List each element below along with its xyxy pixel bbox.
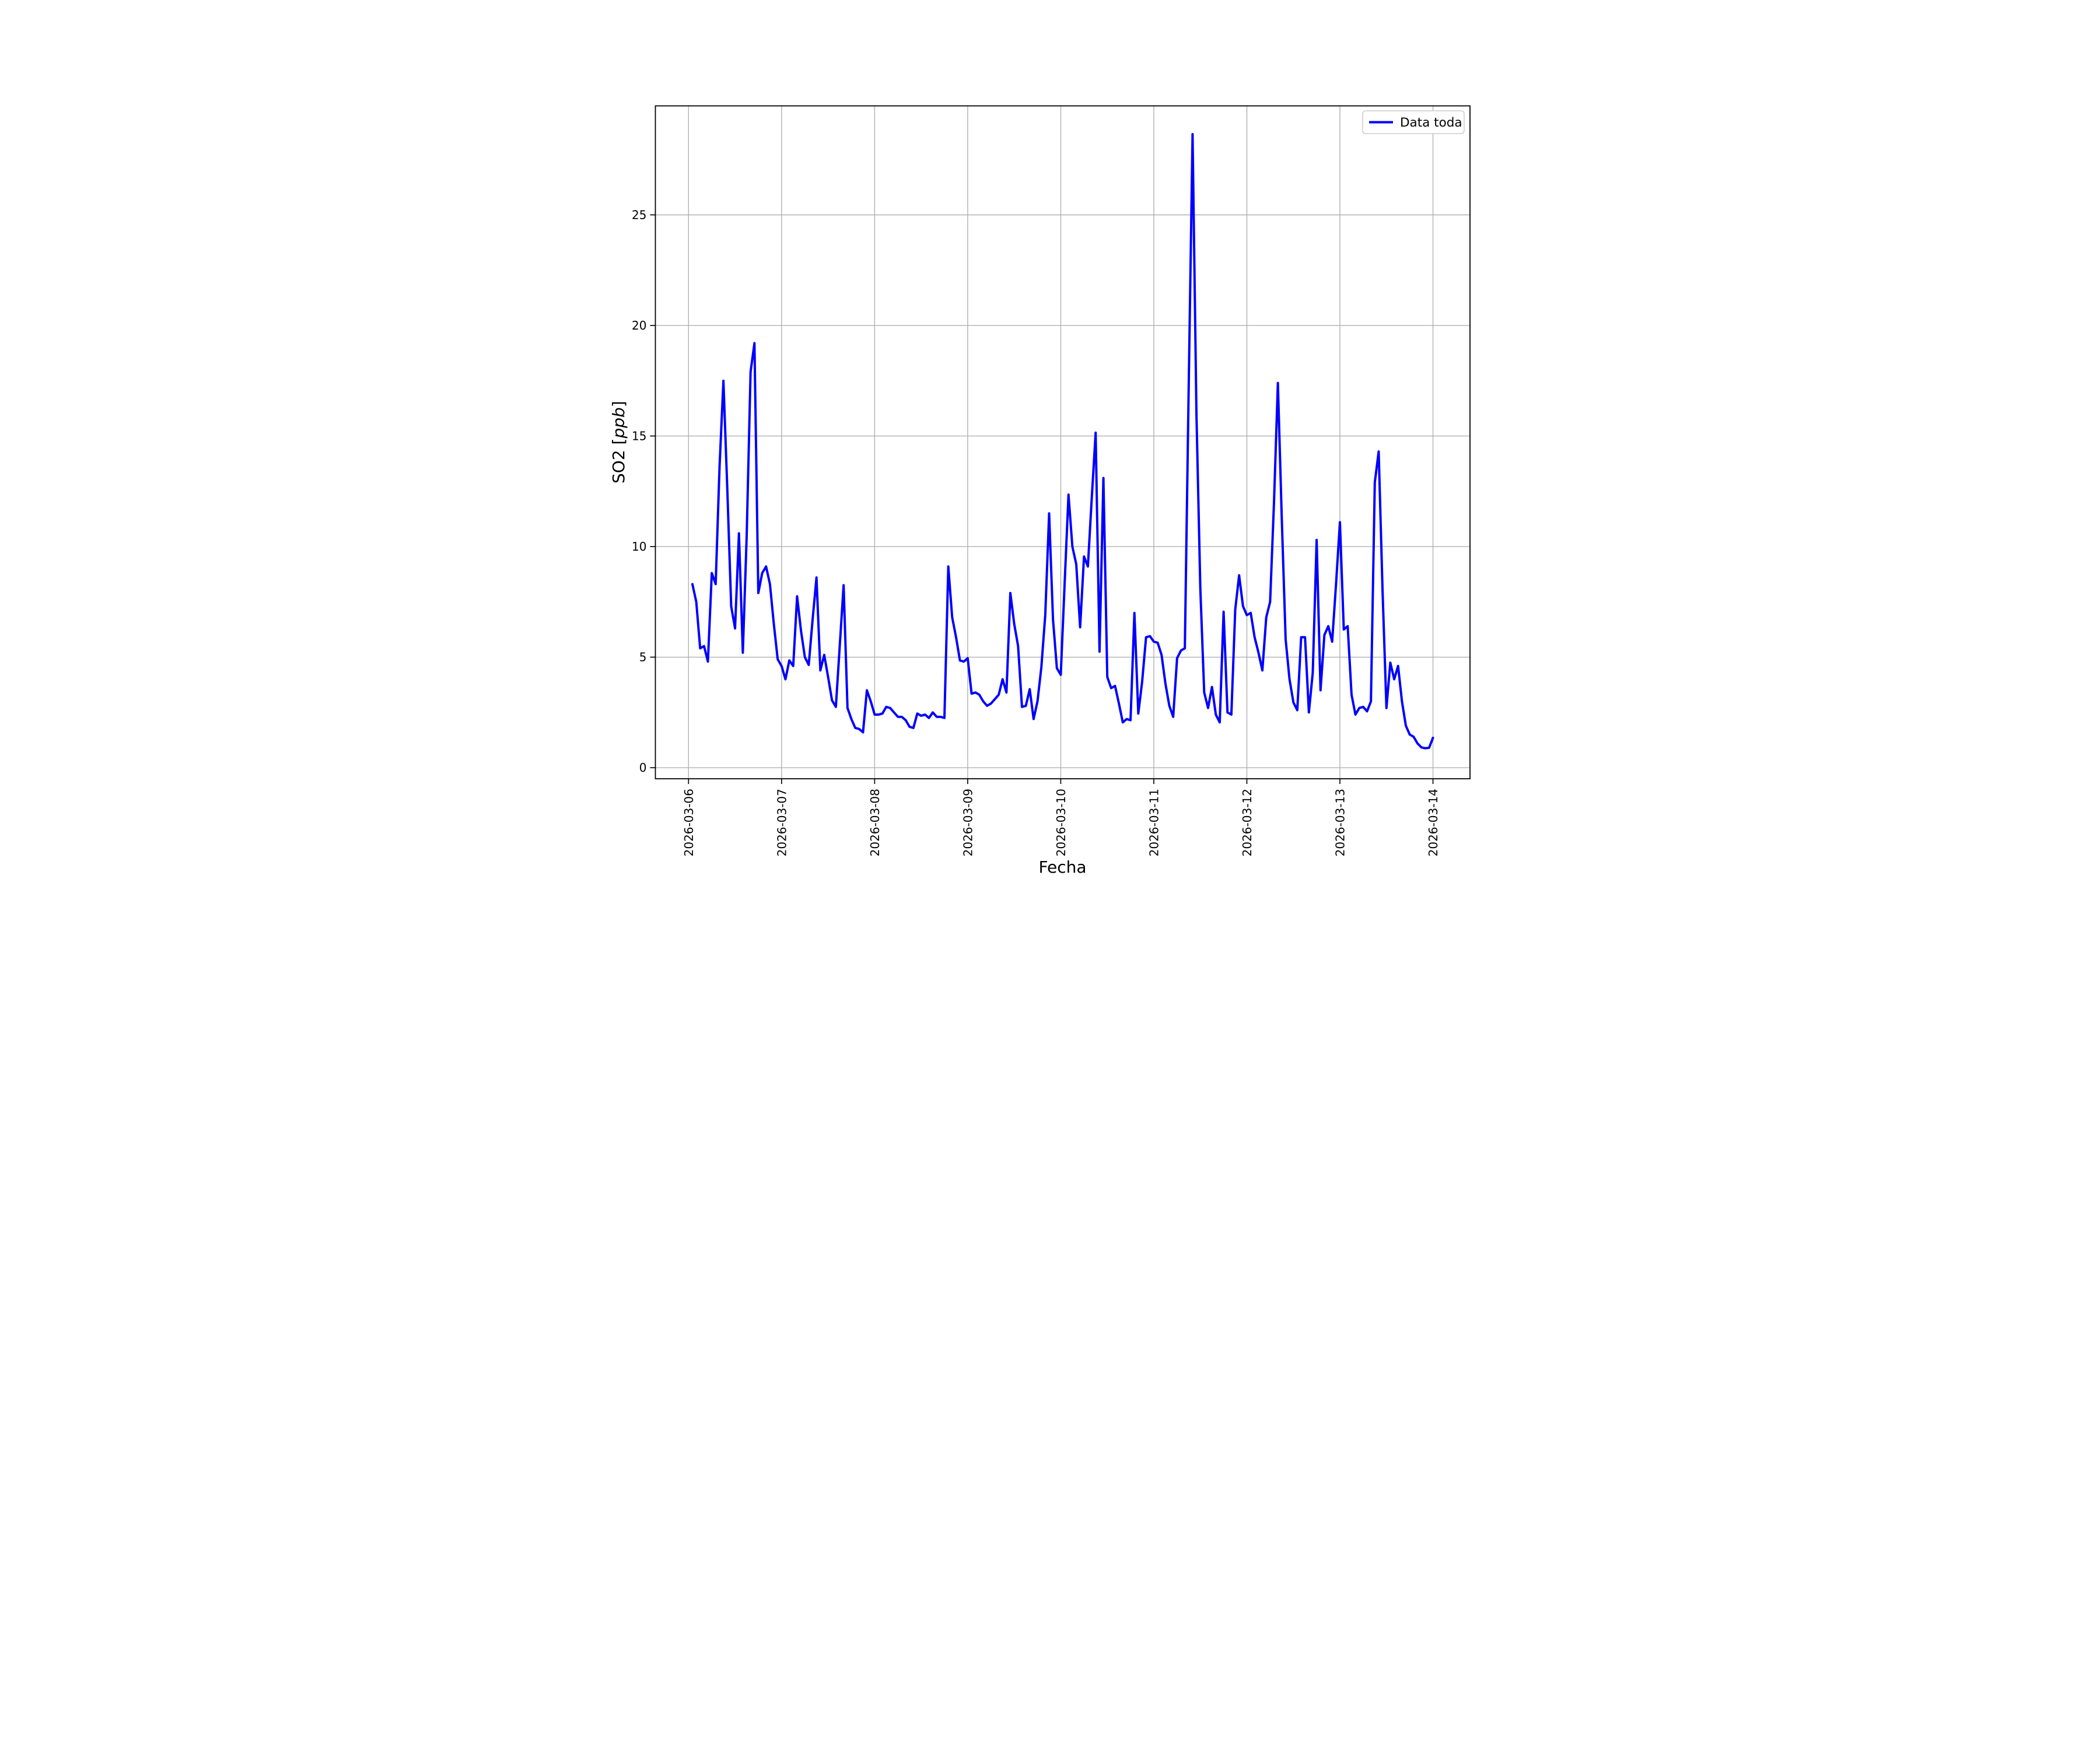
y-tick-label: 0 — [639, 761, 647, 775]
x-tick-label: 2026-03-08 — [868, 789, 882, 856]
x-tick-label: 2026-03-06 — [682, 789, 696, 856]
y-tick-label: 25 — [632, 208, 646, 222]
figure: 2026-03-06 2026-03-07 2026-03-08 2026-03-09… — [525, 0, 1575, 875]
x-tick-label: 2026-03-09 — [961, 789, 975, 856]
x-tick-label: 2026-03-11 — [1147, 789, 1161, 856]
x-axis-label: Fecha — [1038, 858, 1086, 875]
plot-border — [654, 105, 1471, 779]
legend: Data toda — [1362, 110, 1465, 134]
x-tick-label: 2026-03-07 — [775, 789, 789, 856]
legend-label: Data toda — [1400, 116, 1462, 130]
y-tick-label: 20 — [632, 318, 646, 332]
x-tick-label: 2026-03-10 — [1054, 789, 1068, 856]
line-chart: 2026-03-06 2026-03-07 2026-03-08 2026-03-09… — [525, 0, 1575, 875]
data-line-so2 — [691, 133, 1434, 750]
gridlines — [655, 106, 1470, 779]
x-tick-label: 2026-03-13 — [1333, 789, 1347, 856]
x-tick-label: 2026-03-14 — [1426, 789, 1440, 856]
y-axis-label: SO2 [ppb] — [609, 401, 628, 484]
figure-background — [525, 0, 1575, 875]
y-tick-label: 10 — [632, 540, 646, 554]
x-tick-label: 2026-03-12 — [1240, 789, 1254, 856]
y-tick-label: 5 — [639, 650, 647, 664]
axis-ticks — [650, 214, 1434, 784]
tick-labels: 2026-03-06 2026-03-07 2026-03-08 2026-03-09… — [632, 208, 1440, 856]
legend-box — [1362, 110, 1465, 134]
y-tick-label: 15 — [632, 429, 646, 443]
